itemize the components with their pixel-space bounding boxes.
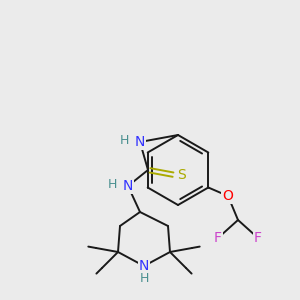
Text: F: F: [214, 231, 222, 245]
Text: F: F: [254, 231, 262, 245]
Text: N: N: [123, 179, 133, 193]
Text: N: N: [139, 259, 149, 273]
Text: O: O: [223, 189, 233, 203]
Text: S: S: [177, 168, 185, 182]
Text: H: H: [139, 272, 149, 284]
Text: N: N: [135, 135, 145, 149]
Text: H: H: [107, 178, 117, 190]
Text: H: H: [119, 134, 129, 146]
